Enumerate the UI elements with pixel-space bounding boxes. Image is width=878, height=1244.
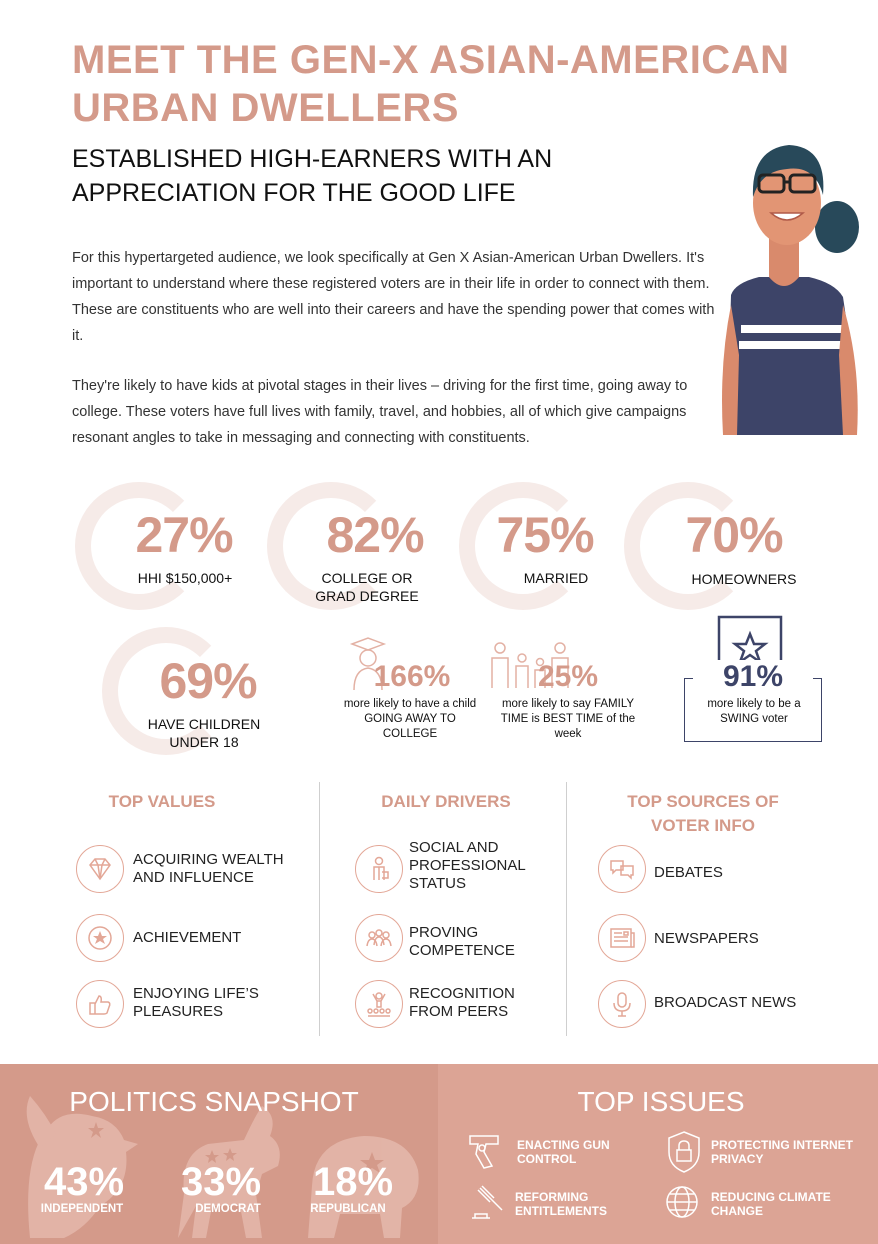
lock-shield-icon [668, 1131, 700, 1173]
audience-icon [367, 992, 391, 1017]
thumbs-up-icon [89, 995, 111, 1015]
stat-children-value: 69% [159, 653, 257, 709]
politics-democrat-label: DEMOCRAT [195, 1203, 261, 1215]
source-item-icon-wrap [598, 980, 646, 1028]
stat-homeowners-label: HOMEOWNERS [691, 571, 797, 587]
likely-swing-value: 91% [693, 660, 813, 694]
driver-item-label: SOCIAL AND PROFESSIONAL STATUS [409, 839, 526, 892]
stat-married-label: MARRIED [523, 570, 589, 586]
politics-snapshot-heading: POLITICS SNAPSHOT [69, 1086, 359, 1117]
source-item-icon-wrap [598, 845, 646, 893]
diamond-icon [89, 858, 111, 881]
value-item-icon-wrap [76, 980, 124, 1028]
daily-drivers-heading: DAILY DRIVERS [381, 792, 511, 811]
stat-children-label: HAVE CHILDREN UNDER 18 [147, 716, 261, 750]
graduate-icon [349, 637, 387, 691]
source-item-icon-wrap [598, 914, 646, 962]
issue-label: ENACTING GUN CONTROL [517, 1138, 610, 1166]
source-item-label: NEWSPAPERS [654, 930, 759, 947]
driver-item-label: PROVING COMPETENCE [409, 924, 515, 959]
column-divider [319, 782, 320, 1036]
value-item-label: ENJOYING LIFE’S PLEASURES [133, 985, 259, 1020]
driver-item-icon-wrap [355, 914, 403, 962]
stat-hhi-value: 27% [135, 507, 233, 563]
microphone-icon [613, 992, 631, 1017]
stat-degree-value: 82% [326, 507, 424, 563]
politics-independent-value: 43% [43, 1160, 125, 1204]
driver-item-icon-wrap [355, 845, 403, 893]
value-item-label: ACQUIRING WEALTH AND INFLUENCE [133, 851, 284, 886]
column-divider [566, 782, 567, 1036]
newspaper-icon [610, 928, 635, 948]
gun-icon [469, 1135, 499, 1169]
voter-info-heading: TOP SOURCES OF VOTER INFO [627, 792, 779, 835]
stat-degree-label: COLLEGE OR GRAD DEGREE [315, 570, 419, 604]
politics-republican-label: REPUBLICAN [310, 1203, 386, 1215]
intro-paragraph-2: They're likely to have kids at pivotal s… [72, 378, 688, 446]
speech-bubbles-icon [610, 860, 634, 880]
stat-married-value: 75% [496, 507, 594, 563]
family-icon [491, 642, 569, 688]
value-item-icon-wrap [76, 845, 124, 893]
group-icon [366, 929, 392, 947]
star-badge-icon [88, 926, 112, 950]
driver-item-label: RECOGNITION FROM PEERS [409, 985, 515, 1020]
likely-college-label: more likely to have a child GOING AWAY T… [343, 698, 477, 740]
politics-democrat-value: 33% [180, 1160, 262, 1204]
page-subtitle: ESTABLISHED HIGH-EARNERS WITH AN APPRECI… [72, 145, 553, 207]
likely-swing-label: more likely to be a SWING voter [707, 698, 801, 725]
top-values-heading: TOP VALUES [108, 792, 216, 811]
driver-item-icon-wrap [355, 980, 403, 1028]
value-item-icon-wrap [76, 914, 124, 962]
politics-republican-value: 18% [312, 1160, 394, 1204]
source-item-label: DEBATES [654, 864, 723, 881]
politics-independent-label: INDEPENDENT [40, 1203, 124, 1215]
likely-family-value: 25% [537, 660, 599, 693]
issue-label: PROTECTING INTERNET PRIVACY [711, 1138, 854, 1166]
politics-snapshot-panel: POLITICS SNAPSHOT 43% INDEPENDENT 33% DE… [0, 1064, 438, 1244]
top-issues-heading: TOP ISSUES [577, 1086, 745, 1117]
value-item-label: ACHIEVEMENT [133, 929, 242, 946]
party-mascots-icon [26, 1096, 419, 1238]
stat-homeowners-value: 70% [685, 507, 783, 563]
page-title: MEET THE GEN-X ASIAN-AMERICAN URBAN DWEL… [72, 38, 790, 130]
top-issues-panel: TOP ISSUES ENACTING GUN CONTROL PROTECTI… [438, 1064, 878, 1244]
globe-icon [666, 1186, 698, 1218]
gavel-icon [472, 1185, 503, 1219]
likely-college-value: 166% [373, 660, 451, 693]
intro-paragraph-1: For this hypertargeted audience, we look… [72, 250, 715, 344]
issue-label: REFORMING ENTITLEMENTS [515, 1190, 607, 1218]
source-item-label: BROADCAST NEWS [654, 994, 797, 1011]
issue-label: REDUCING CLIMATE CHANGE [711, 1190, 831, 1218]
stat-hhi-label: HHI $150,000+ [137, 570, 233, 586]
woman-illustration [722, 145, 859, 435]
likely-family-label: more likely to say FAMILY TIME is BEST T… [500, 698, 636, 740]
professional-icon [373, 856, 389, 880]
